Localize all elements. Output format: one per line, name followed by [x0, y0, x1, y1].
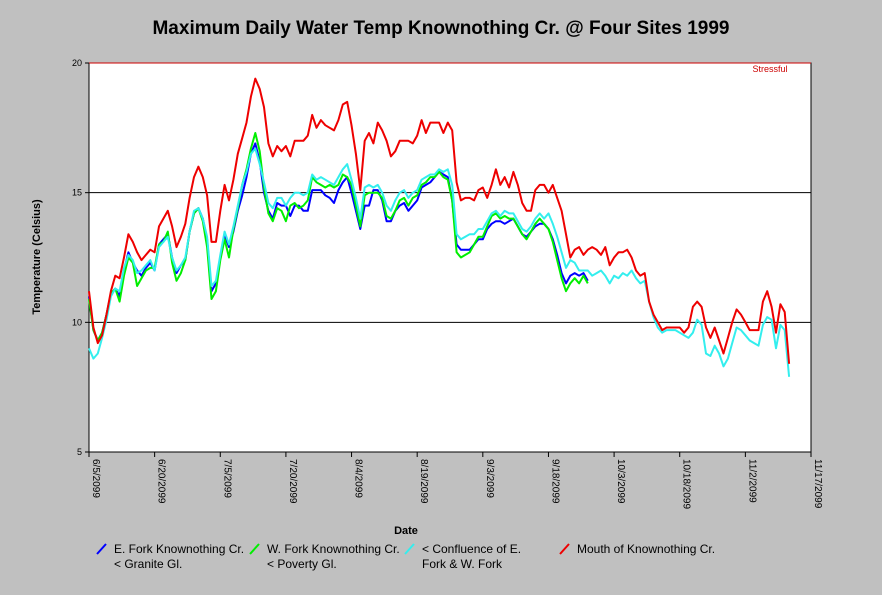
x-tick-label: 8/19/2099: [418, 459, 429, 504]
x-axis-label: Date: [394, 525, 418, 537]
series-line-2: [88, 147, 791, 377]
x-tick-label: 11/2/2099: [746, 459, 757, 503]
x-tick-label: 7/5/2099: [221, 459, 232, 498]
y-tick-label: 20: [72, 58, 82, 68]
legend-swatch-line: [559, 543, 570, 555]
y-axis-ticks: 5 10 15 20: [72, 58, 89, 457]
x-tick-label: 6/5/2099: [90, 459, 101, 498]
threshold-label: Stressful: [752, 64, 787, 74]
legend-swatch-line: [249, 543, 260, 555]
series-line-3: [88, 77, 791, 364]
y-tick-label: 5: [77, 447, 82, 457]
y-axis-label: Temperature (Celsius): [31, 199, 43, 315]
y-tick-label: 15: [72, 188, 82, 198]
legend-swatch-icon: [249, 543, 260, 555]
legend-label: Mouth of Knownothing Cr.: [577, 542, 716, 556]
legend-swatch-icon: [559, 543, 570, 555]
series-lines: [88, 77, 791, 377]
x-tick-label: 6/20/2099: [156, 459, 167, 504]
x-tick-label: 9/18/2099: [549, 459, 560, 504]
x-tick-label: 8/4/2099: [353, 459, 364, 498]
x-tick-label: 7/20/2099: [287, 459, 298, 504]
legend-swatch-line: [404, 543, 415, 555]
x-axis-ticks: 6/5/2099 6/20/2099 7/5/2099 7/20/2099 8/4/20…: [88, 452, 823, 509]
series-line-1: [88, 132, 589, 342]
legend-label: W. Fork Knownothing Cr. < Poverty Gl.: [267, 542, 400, 571]
threshold: Stressful: [89, 62, 811, 74]
x-tick-label: 10/3/2099: [615, 459, 626, 504]
legend-swatch-line: [96, 543, 107, 555]
legend-swatch-icon: [96, 543, 107, 555]
x-tick-label: 10/18/2099: [681, 459, 692, 509]
x-tick-label: 9/3/2099: [484, 459, 495, 498]
x-tick-label: 11/17/2099: [812, 459, 823, 509]
legend-label: < Confluence of E. Fork & W. Fork: [422, 542, 522, 571]
legend-swatch-icon: [404, 543, 415, 555]
legend: E. Fork Knownothing Cr. < Granite Gl. W.…: [90, 540, 850, 580]
legend-label: E. Fork Knownothing Cr. < Granite Gl.: [114, 542, 245, 571]
plot-area: [88, 62, 812, 453]
chart-title: Maximum Daily Water Temp Knownothing Cr.…: [152, 18, 730, 39]
y-tick-label: 10: [72, 317, 82, 327]
